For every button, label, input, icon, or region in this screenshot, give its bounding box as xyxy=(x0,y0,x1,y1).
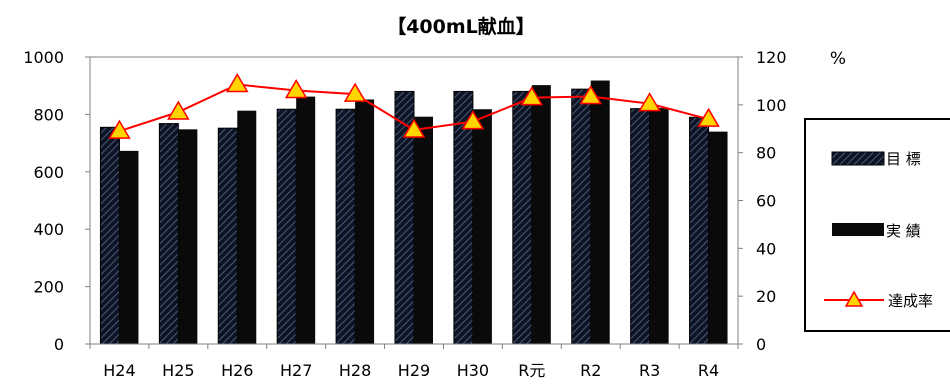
bar-target xyxy=(512,90,533,345)
y-right-tick-label: 100 xyxy=(756,96,787,115)
y-right-tick-label: 20 xyxy=(756,287,776,306)
right-axis-unit: % xyxy=(830,49,846,69)
chart-title: 【400mL献血】 xyxy=(387,15,535,38)
rate-marker xyxy=(284,79,308,99)
legend-target-swatch xyxy=(831,151,885,166)
bar-target xyxy=(158,123,179,345)
x-tick-label: R2 xyxy=(580,361,601,380)
x-tick-label: H29 xyxy=(398,361,430,380)
bar-actual xyxy=(472,109,492,344)
rate-marker xyxy=(461,110,485,130)
bar-actual xyxy=(708,131,728,344)
y-right-tick-label: 0 xyxy=(756,335,766,354)
y-right-tick-label: 80 xyxy=(756,144,776,163)
bar-actual xyxy=(531,85,551,344)
rate-marker xyxy=(638,92,661,112)
bar-actual xyxy=(296,96,316,344)
legend-rate-marker xyxy=(844,290,864,307)
rate-marker xyxy=(579,84,603,105)
x-tick-label: R元 xyxy=(518,361,545,380)
bar-actual xyxy=(414,116,433,344)
legend-target-label: 目 標 xyxy=(886,150,921,168)
bar-target xyxy=(99,126,120,345)
bar-target xyxy=(335,108,356,345)
bar-actual xyxy=(590,80,610,344)
rate-marker xyxy=(520,86,544,106)
bar-actual xyxy=(649,108,669,344)
legend-rate-label: 達成率 xyxy=(888,292,933,310)
rate-marker xyxy=(167,100,190,120)
y-left-tick-label: 200 xyxy=(33,278,64,297)
y-left-tick-label: 1000 xyxy=(23,48,64,67)
rate-marker xyxy=(402,118,426,138)
x-tick-label: H30 xyxy=(457,361,489,380)
x-tick-label: H25 xyxy=(162,361,194,380)
bar-target xyxy=(689,116,710,345)
y-left-tick-label: 0 xyxy=(54,335,64,354)
x-tick-label: R4 xyxy=(698,361,719,380)
rate-marker xyxy=(343,82,367,102)
bar-target xyxy=(217,127,238,345)
y-right-tick-label: 60 xyxy=(756,192,776,211)
rate-marker xyxy=(697,107,720,127)
y-left-tick-label: 400 xyxy=(33,220,64,239)
legend-actual-label: 実 績 xyxy=(886,222,921,240)
x-tick-label: H26 xyxy=(221,361,253,380)
bar-actual xyxy=(355,99,375,344)
rate-marker xyxy=(108,119,131,139)
legend-actual-swatch xyxy=(832,223,884,236)
y-right-tick-label: 120 xyxy=(756,48,787,67)
y-right-tick-label: 40 xyxy=(756,239,776,258)
bar-target xyxy=(630,108,651,345)
bar-target xyxy=(276,108,297,345)
bar-actual xyxy=(178,129,198,344)
y-left-tick-label: 600 xyxy=(33,163,64,182)
x-tick-label: R3 xyxy=(639,361,660,380)
bar-actual xyxy=(237,110,257,344)
x-tick-label: H27 xyxy=(280,361,312,380)
y-left-tick-label: 800 xyxy=(33,105,64,124)
legend: 目 標 実 績 達成率 xyxy=(804,118,950,332)
x-tick-label: H24 xyxy=(103,361,135,380)
x-tick-label: H28 xyxy=(339,361,371,380)
bar-target xyxy=(571,88,592,345)
rate-marker xyxy=(225,73,249,93)
bar-actual xyxy=(119,150,139,344)
